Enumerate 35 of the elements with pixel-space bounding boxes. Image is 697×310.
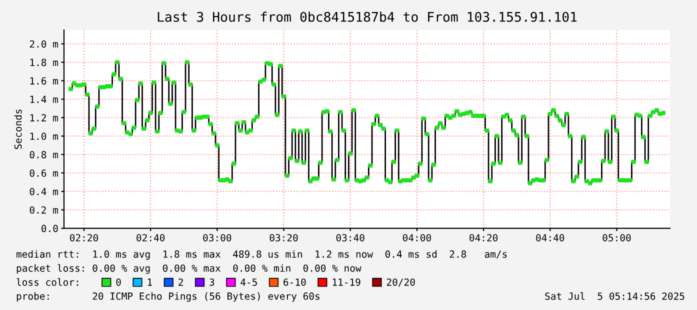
x-tick-label: 04:20 [470,234,498,242]
x-tick-label: 02:40 [136,234,165,242]
x-tick-label: 04:40 [536,234,564,242]
x-tick-label: 05:00 [602,234,631,242]
legend-label: 3 [210,278,214,286]
text: Sat Jul 5 05:14:56 2025 [545,292,684,300]
text: median rtt: 1.0 ms avg 1.8 ms max 489.8 us min 1.2 ms now 0.4 ms sd 2.8 am/s [16,250,507,260]
y-tick-label: 1.0 m [30,132,58,140]
text: packet loss: 0.00 % avg 0.00 % max 0.00 % min 0.00 % now [16,264,362,274]
legend-label: 6-10 [284,278,306,286]
y-tick-label: 2.0 m [30,40,58,48]
x-tick-label: 04:00 [402,234,431,242]
x-tick-label: 03:00 [203,234,232,242]
x-tick-label: 03:20 [270,234,298,242]
y-tick-label: 0.8 m [30,151,58,158]
legend-title: loss color: [16,278,78,286]
y-tick-label: 1.2 m [30,114,58,122]
legend-label: 0 [116,278,121,286]
y-tick-label: 0.6 m [30,169,58,177]
y-tick-label: 0.2 m [30,206,58,214]
y-axis-title: Seconds [14,110,22,149]
x-tick-label: 02:20 [70,234,98,242]
legend-label: 11-19 [332,278,360,286]
legend-label: 20/20 [386,278,415,287]
legend-label: 2 [178,278,183,286]
text: probe: 20 ICMP Echo Pings (56 Bytes) every 60s [16,292,320,302]
y-tick-label: 0.0 [42,224,58,232]
y-tick-label: 1.8 m [30,58,58,66]
chart-title: Last 3 Hours from 0bc8415187b4 to From 103.155.91.101 [158,12,577,22]
legend-label: 1 [148,278,152,286]
x-tick-label: 03:40 [336,234,364,242]
legend-label: 4-5 [240,278,257,286]
y-tick-label: 1.4 m [30,96,58,103]
y-tick-label: 0.4 m [30,188,58,196]
y-tick-label: 1.6 m [30,77,58,85]
